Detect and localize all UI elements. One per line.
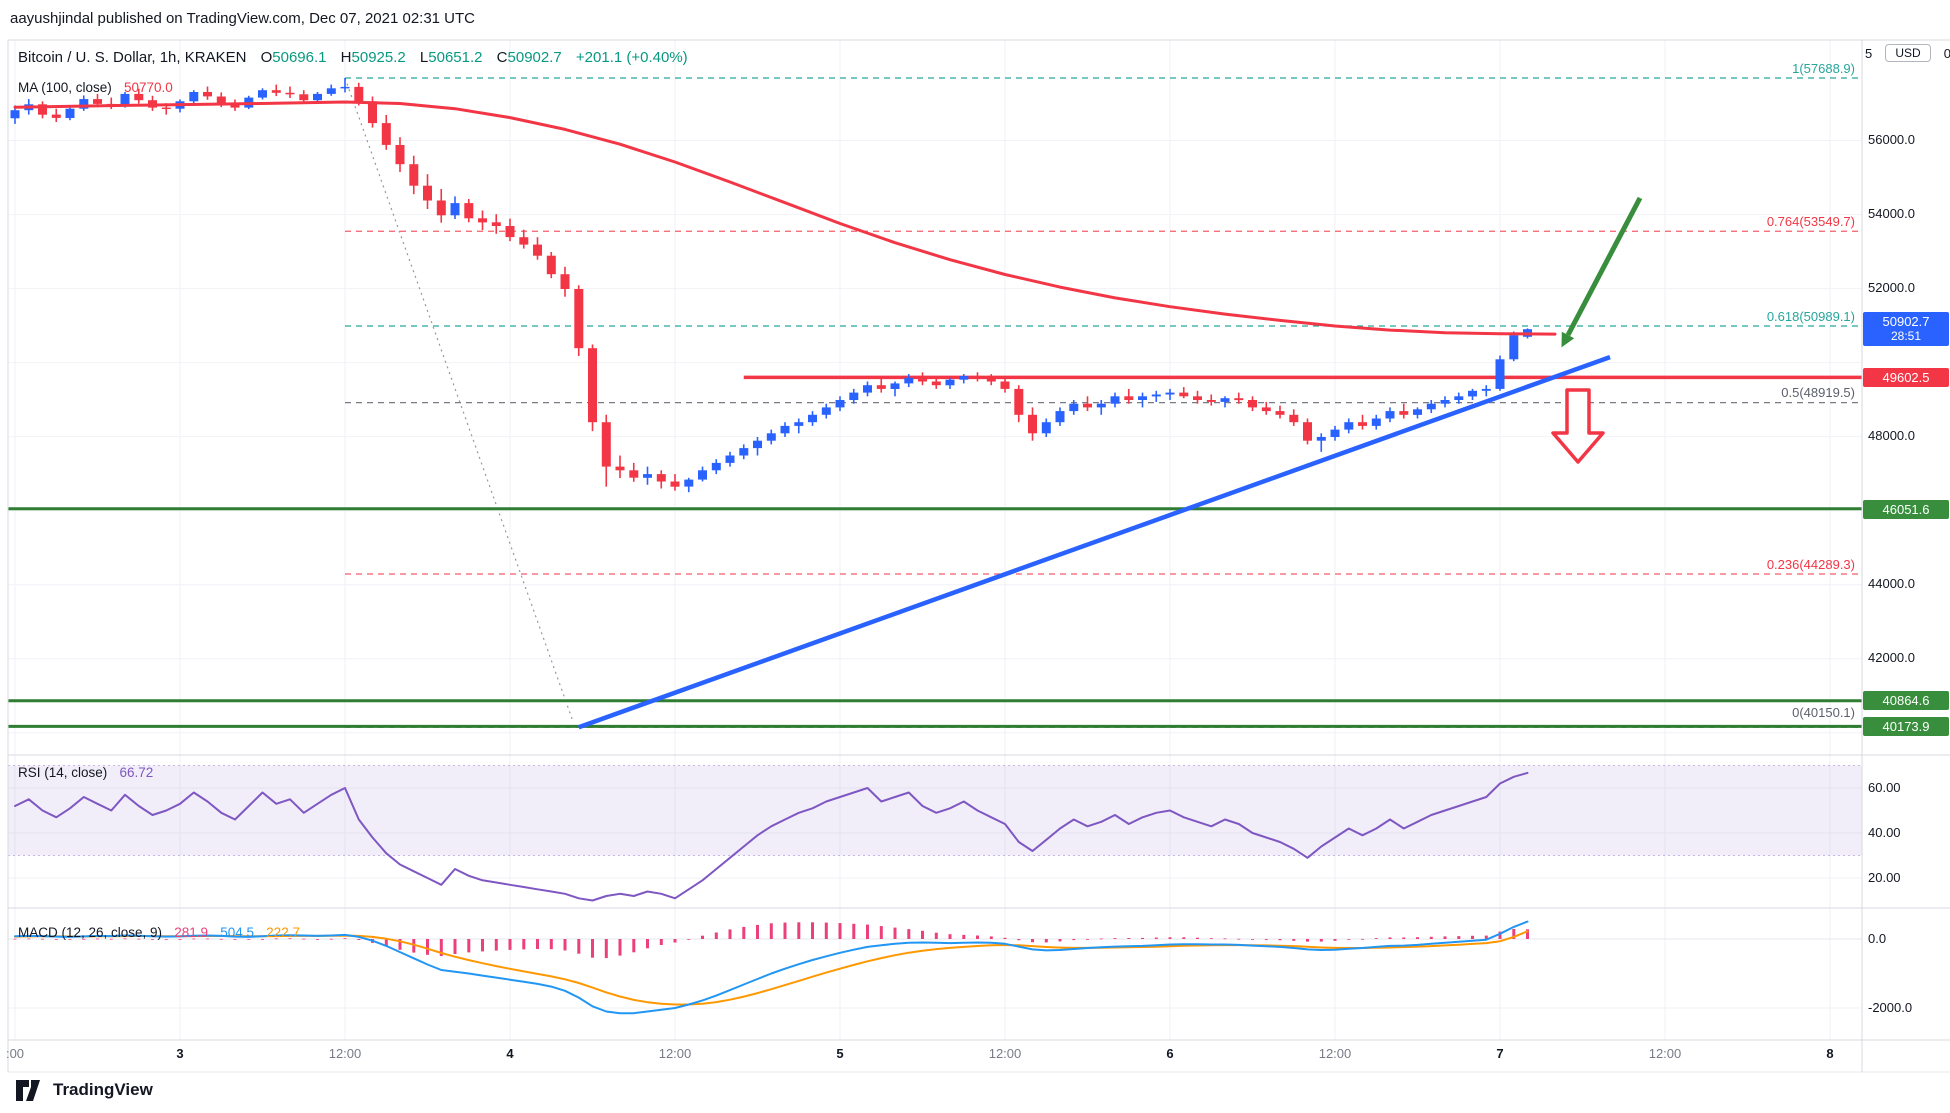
price-tick: 54000.0	[1868, 206, 1915, 221]
tradingview-logo	[16, 1080, 40, 1101]
publish-header: aayushjindal published on TradingView.co…	[0, 0, 1950, 40]
support-trendline	[577, 354, 1611, 730]
symbol-title: Bitcoin / U. S. Dollar, 1h, KRAKEN	[18, 49, 247, 66]
price-axis-top: 5 USD 0	[1862, 44, 1950, 62]
ma-value: 50770.0	[123, 80, 173, 95]
time-tick: 3	[176, 1046, 184, 1061]
support-price-badge-2: 40864.6	[1863, 691, 1949, 710]
price-tick: 48000.0	[1868, 428, 1915, 443]
open-label: O	[260, 49, 273, 66]
time-tick: 12:00	[658, 1046, 692, 1061]
open-value: 50696.1	[272, 49, 327, 66]
macd-histogram	[13, 922, 1529, 959]
rsi-legend: RSI (14, close) 66.72	[18, 764, 153, 781]
currency-button[interactable]: USD	[1885, 44, 1931, 62]
price-tick-partial-right: 0	[1943, 45, 1950, 61]
rsi-label: RSI (14, close)	[18, 765, 108, 780]
resistance-price-badge: 49602.5	[1863, 368, 1949, 387]
bar-countdown: 28:51	[1890, 329, 1922, 343]
symbol-legend: Bitcoin / U. S. Dollar, 1h, KRAKEN O5069…	[18, 49, 688, 66]
ma-100-line	[13, 100, 1557, 336]
low-label: L	[419, 49, 429, 66]
support-price-badge-3: 40173.9	[1863, 717, 1949, 736]
red-block-down-arrow	[1551, 388, 1605, 464]
fib-label-05: 0.5(48919.5)	[1781, 385, 1855, 400]
green-arrowhead	[1561, 331, 1575, 348]
last-price-value: 50902.7	[1882, 314, 1930, 329]
macd-value: 504.5	[220, 925, 254, 940]
time-tick: 5	[836, 1046, 844, 1061]
last-price-badge: 50902.7 28:51	[1863, 312, 1949, 346]
price-tick: 52000.0	[1868, 280, 1915, 295]
macd-signal-line	[14, 930, 1529, 1006]
tradingview-brand-text: TradingView	[53, 1080, 153, 1099]
fib-label-0764: 0.764(53549.7)	[1766, 214, 1855, 229]
macd-legend: MACD (12, 26, close, 9) 281.9 504.5 222.…	[18, 924, 300, 941]
rsi-value: 66.72	[119, 765, 154, 780]
publish-info: aayushjindal published on TradingView.co…	[10, 10, 476, 27]
tradingview-brand-link[interactable]: TradingView	[14, 1076, 153, 1104]
macd-tick: -2000.0	[1868, 1000, 1913, 1015]
time-tick: 12:00	[1648, 1046, 1682, 1061]
macd-label: MACD (12, 26, close, 9)	[18, 925, 163, 940]
close-label: C	[496, 49, 508, 66]
high-label: H	[340, 49, 352, 66]
rsi-line	[14, 771, 1529, 902]
price-tick: 42000.0	[1868, 650, 1915, 665]
macd-signal-value: 222.7	[266, 925, 300, 940]
time-tick: 7	[1496, 1046, 1504, 1061]
fib-guideline	[344, 77, 574, 723]
fib-label-0: 0(40150.1)	[1792, 705, 1855, 720]
time-tick: :00	[5, 1046, 25, 1061]
macd-tick: 0.0	[1868, 931, 1887, 946]
rsi-band	[8, 765, 1862, 856]
rsi-tick: 40.00	[1868, 825, 1901, 840]
green-down-arrow	[1565, 196, 1643, 337]
price-tick-partial-left: 5	[1865, 45, 1873, 61]
time-tick: 6	[1166, 1046, 1174, 1061]
fib-label-0618: 0.618(50989.1)	[1766, 309, 1855, 324]
support-price-badge-1: 46051.6	[1863, 500, 1949, 519]
price-tick: 56000.0	[1868, 132, 1915, 147]
price-tick: 44000.0	[1868, 576, 1915, 591]
close-value: 50902.7	[507, 49, 562, 66]
macd-line	[14, 920, 1529, 1015]
macd-hist-value: 281.9	[174, 925, 209, 940]
time-tick: 8	[1826, 1046, 1834, 1061]
high-value: 50925.2	[351, 49, 406, 66]
fib-label-1: 1(57688.9)	[1792, 61, 1855, 76]
time-tick: 12:00	[988, 1046, 1022, 1061]
change-value: +201.1 (+0.40%)	[575, 49, 688, 66]
fib-label-0236: 0.236(44289.3)	[1766, 557, 1855, 572]
rsi-tick: 20.00	[1868, 870, 1901, 885]
time-tick: 4	[506, 1046, 514, 1061]
time-tick: 12:00	[1318, 1046, 1352, 1061]
ma-legend: MA (100, close) 50770.0	[18, 79, 173, 96]
rsi-tick: 60.00	[1868, 780, 1901, 795]
time-tick: 12:00	[328, 1046, 362, 1061]
low-value: 50651.2	[428, 49, 483, 66]
ma-label: MA (100, close)	[18, 80, 112, 95]
